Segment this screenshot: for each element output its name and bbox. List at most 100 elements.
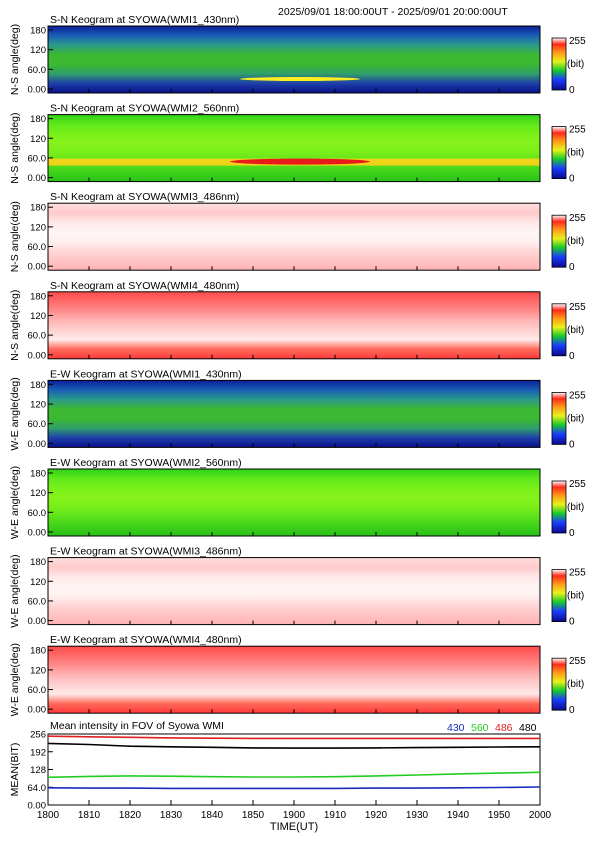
line-chart-title: Mean intensity in FOV of Syowa WMI — [50, 720, 224, 732]
colorbar — [551, 214, 567, 268]
y-axis-label: W-E angle(deg) — [9, 643, 21, 716]
legend-entry: 486 — [495, 722, 513, 734]
y-axis-label: N-S angle(deg) — [9, 112, 21, 183]
x-axis-label: TIME(UT) — [270, 821, 318, 833]
colorbar — [551, 480, 567, 534]
time-range-header: 2025/09/01 18:00:00UT - 2025/09/01 20:00… — [278, 6, 508, 18]
y-axis-label: N-S angle(deg) — [9, 290, 21, 361]
colorbar — [551, 126, 567, 179]
keogram-panel: S-N Keogram at SYOWA(WMI4_480nm) 180 120 60… — [9, 280, 586, 362]
y-tick-label: 0.00 — [28, 350, 47, 361]
y-tick-label: 0.00 — [28, 262, 47, 273]
y-tick-label: 180 — [30, 557, 46, 568]
colorbar-unit-label: (bit) — [567, 325, 584, 336]
y-tick-label: 120 — [30, 577, 46, 588]
keogram-panel: S-N Keogram at SYOWA(WMI1_430nm) 180 120 60… — [9, 14, 586, 96]
keogram-panel: S-N Keogram at SYOWA(WMI2_560nm) 180 120 60… — [9, 103, 586, 185]
x-tick-label: 1830 — [160, 810, 183, 821]
series-line-560 — [47, 771, 541, 779]
y-tick-label: 60.0 — [28, 331, 47, 342]
x-tick-label: 1920 — [365, 810, 388, 821]
colorbar — [551, 569, 567, 622]
colorbar-unit-label: (bit) — [567, 236, 584, 247]
keogram-image — [48, 646, 540, 714]
x-tick-label: 1900 — [283, 810, 306, 821]
colorbar — [551, 37, 567, 91]
y-axis-label: MEAN(BIT) — [9, 743, 21, 797]
y-tick-label: 60.0 — [28, 242, 47, 253]
y-axis-label: W-E angle(deg) — [9, 466, 21, 539]
y-axis-label: W-E angle(deg) — [9, 377, 21, 450]
colorbar-max-label: 255 — [569, 479, 586, 490]
panel-title: E-W Keogram at SYOWA(WMI2_560nm) — [50, 457, 242, 469]
colorbar-min-label: 0 — [569, 617, 575, 628]
y-tick-label: 180 — [30, 380, 46, 391]
y-tick-label: 120 — [30, 45, 46, 56]
x-tick-label: 1820 — [119, 810, 142, 821]
colorbar-min-label: 0 — [569, 85, 575, 96]
y-tick-label: 60.0 — [28, 65, 47, 76]
panel-title: E-W Keogram at SYOWA(WMI3_486nm) — [50, 546, 242, 558]
series-line-480 — [47, 742, 541, 749]
series-line-486 — [47, 735, 540, 740]
x-tick-label: 1810 — [78, 810, 101, 821]
legend-entry: 560 — [471, 722, 489, 734]
x-tick-label: 1850 — [242, 810, 265, 821]
aurora-band-core — [230, 158, 370, 165]
colorbar-min-label: 0 — [569, 705, 575, 716]
y-tick-label: 180 — [30, 646, 46, 657]
y-tick-label: 64.0 — [28, 783, 47, 794]
colorbar-min-label: 0 — [569, 351, 575, 362]
colorbar-unit-label: (bit) — [567, 679, 584, 690]
y-axis-label: N-S angle(deg) — [9, 24, 21, 95]
colorbar-unit-label: (bit) — [567, 413, 584, 424]
y-tick-label: 60.0 — [28, 596, 47, 607]
y-tick-label: 180 — [30, 291, 46, 302]
y-axis-label: N-S angle(deg) — [9, 201, 21, 272]
keogram-image — [48, 114, 540, 182]
keogram-image — [48, 469, 540, 536]
keogram-panel: S-N Keogram at SYOWA(WMI3_486nm) 180 120 60… — [9, 191, 586, 273]
colorbar-max-label: 255 — [569, 213, 586, 224]
keogram-image — [48, 26, 540, 93]
keogram-panels: S-N Keogram at SYOWA(WMI1_430nm) 180 120 60… — [9, 14, 586, 716]
colorbar — [551, 391, 567, 445]
y-tick-label: 180 — [30, 26, 46, 37]
y-tick-label: 0.00 — [28, 705, 47, 716]
colorbar-max-label: 255 — [569, 390, 586, 401]
x-tick-label: 1950 — [488, 810, 511, 821]
y-tick-label: 120 — [30, 665, 46, 676]
colorbar — [551, 657, 567, 711]
y-tick-label: 192 — [30, 747, 46, 758]
colorbar-max-label: 255 — [569, 302, 586, 313]
y-tick-label: 0.00 — [28, 173, 47, 184]
y-tick-label: 120 — [30, 222, 46, 233]
legend-entry: 480 — [519, 722, 537, 734]
colorbar-unit-label: (bit) — [567, 591, 584, 602]
panel-title: S-N Keogram at SYOWA(WMI2_560nm) — [50, 103, 239, 115]
keogram-image — [48, 203, 540, 271]
keogram-panel: E-W Keogram at SYOWA(WMI4_480nm) 180 120 60… — [9, 634, 586, 716]
keogram-image — [48, 557, 540, 625]
legend-entry: 430 — [447, 722, 465, 734]
colorbar-min-label: 0 — [569, 528, 575, 539]
colorbar — [551, 303, 567, 357]
y-tick-label: 256 — [30, 730, 46, 741]
x-tick-label: 1840 — [201, 810, 224, 821]
x-tick-label: 1800 — [37, 810, 60, 821]
colorbar-max-label: 255 — [569, 36, 586, 47]
aurora-band — [240, 77, 360, 81]
series-line-430 — [47, 786, 541, 790]
keogram-panel: E-W Keogram at SYOWA(WMI2_560nm) 180 120 60… — [9, 457, 586, 539]
y-tick-label: 180 — [30, 114, 46, 125]
y-tick-label: 0.00 — [28, 801, 47, 812]
y-axis-label: W-E angle(deg) — [9, 554, 21, 627]
y-tick-label: 180 — [30, 203, 46, 214]
y-tick-label: 128 — [30, 765, 46, 776]
colorbar-max-label: 255 — [569, 125, 586, 136]
mean-intensity-plot: Mean intensity in FOV of Syowa WMI 430 560… — [9, 720, 552, 833]
panel-title: E-W Keogram at SYOWA(WMI1_430nm) — [50, 368, 242, 380]
y-tick-label: 60.0 — [28, 419, 47, 430]
panel-title: S-N Keogram at SYOWA(WMI4_480nm) — [50, 280, 239, 292]
